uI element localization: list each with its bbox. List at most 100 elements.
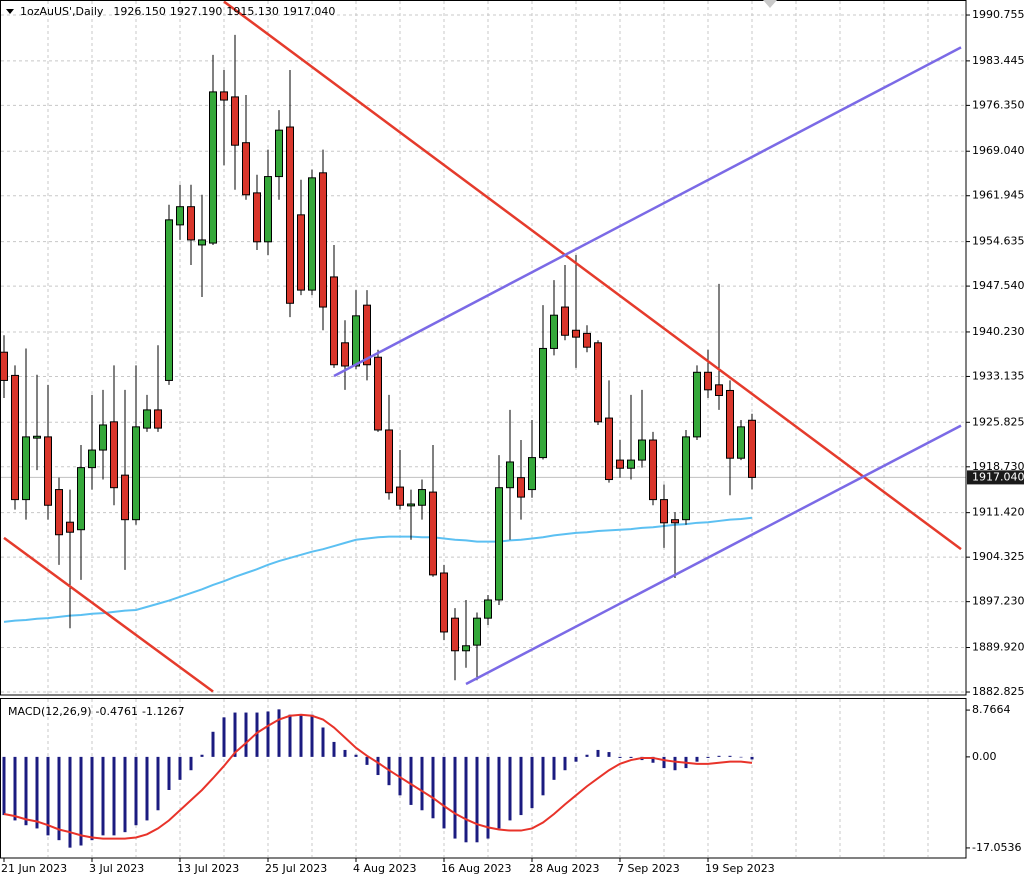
candle-body [198, 239, 206, 246]
candle-body [297, 214, 305, 291]
macd-histogram-bar [68, 756, 72, 848]
candle-body [209, 91, 217, 244]
macd-histogram-bar [255, 712, 259, 757]
macd-histogram-bar [717, 755, 721, 757]
macd-histogram-bar [552, 756, 556, 780]
macd-pane [2, 709, 754, 848]
x-tick-label: 7 Sep 2023 [617, 862, 680, 875]
macd-histogram-bar [354, 754, 358, 757]
candle-body [440, 572, 448, 633]
macd-histogram-bar [79, 756, 83, 846]
macd-histogram-bar [442, 756, 446, 829]
macd-histogram-bar [464, 756, 468, 843]
macd-histogram-bar [2, 756, 6, 816]
y-tick-label: 1897.230 [972, 595, 1024, 608]
macd-histogram-bar [200, 754, 204, 757]
macd-histogram-bar [739, 756, 743, 758]
candle-body [682, 436, 690, 521]
candle-body [341, 342, 349, 367]
candle-body [77, 467, 85, 531]
macd-signal-line [3, 713, 753, 840]
macd-histogram-bar [277, 709, 281, 757]
candle-body [110, 421, 118, 489]
macd-histogram-bar [101, 756, 105, 836]
chart-shift-marker [763, 0, 777, 8]
x-tick-label: 19 Sep 2023 [705, 862, 775, 875]
candle-body [44, 436, 52, 506]
macd-histogram-bar [24, 756, 28, 826]
candle-body [715, 384, 723, 396]
x-tick-label: 16 Aug 2023 [441, 862, 511, 875]
candle-body [605, 417, 613, 481]
price-pane-border [0, 0, 967, 696]
moving-average-line [3, 516, 753, 623]
y-tick-label: -17.0536 [972, 841, 1021, 854]
candle-body [319, 172, 327, 308]
macd-histogram-bar [123, 756, 127, 833]
y-tick-label: 1933.135 [972, 369, 1024, 382]
macd-histogram-bar [618, 756, 622, 758]
macd-histogram-bar [112, 756, 116, 836]
candle-body [561, 306, 569, 336]
price-pane [0, 0, 966, 693]
macd-histogram-bar [134, 756, 138, 826]
macd-histogram-bar [508, 756, 512, 821]
macd-histogram-bar [167, 756, 171, 790]
candle-body [275, 129, 283, 178]
y-tick-label: 1990.755 [972, 8, 1024, 21]
candle-body [264, 176, 272, 243]
candle-body [495, 487, 503, 601]
candle-body [594, 342, 602, 423]
y-tick-label: 8.7664 [972, 703, 1011, 716]
macd-histogram-bar [486, 756, 490, 839]
macd-histogram-bar [662, 756, 666, 769]
trendline [3, 536, 214, 693]
macd-histogram-bar [574, 756, 578, 762]
macd-histogram-bar [233, 712, 237, 757]
y-tick-label: 1904.325 [972, 550, 1024, 563]
candle-body [22, 436, 30, 501]
candle-body [121, 474, 129, 521]
candle-body [638, 439, 646, 461]
macd-histogram-bar [35, 756, 39, 829]
trendline [333, 46, 962, 378]
symbol-title: 1ozAuUS',Daily [20, 5, 104, 18]
candle-body [693, 371, 701, 438]
candle-body [165, 219, 173, 381]
macd-histogram-bar [266, 711, 270, 757]
candle-body [660, 499, 668, 524]
candle-body [33, 435, 41, 439]
y-tick-label: 1911.420 [972, 506, 1024, 519]
y-tick-label: 1983.445 [972, 54, 1024, 67]
y-tick-label: 1889.920 [972, 641, 1024, 654]
candle-body [627, 459, 635, 469]
candle-body [132, 426, 140, 521]
candle-body [88, 449, 96, 469]
candle-body [11, 374, 19, 501]
candle-body [583, 332, 591, 348]
macd-histogram-bar [695, 756, 699, 762]
candle-body [308, 177, 316, 291]
header-open: 1926.150 [113, 5, 166, 18]
y-tick-label: 1961.945 [972, 189, 1024, 202]
x-tick-label: 28 Aug 2023 [529, 862, 599, 875]
macd-histogram-bar [431, 756, 435, 819]
candle-body [407, 503, 415, 507]
macd-histogram-bar [222, 717, 226, 757]
candle-body [55, 489, 63, 536]
candle-body [374, 356, 382, 431]
candle-body [0, 351, 8, 381]
macd-histogram-bar [607, 752, 611, 757]
macd-histogram-bar [651, 756, 655, 763]
y-tick-label: 1940.230 [972, 325, 1024, 338]
candle-body [484, 599, 492, 619]
macd-histogram-bar [211, 731, 215, 757]
macd-histogram-bar [46, 756, 50, 836]
macd-histogram-bar [90, 756, 94, 841]
header-low: 1915.130 [226, 5, 279, 18]
y-tick-label: 1976.350 [972, 98, 1024, 111]
y-tick-label: 1918.730 [972, 460, 1024, 473]
macd-histogram-bar [57, 756, 61, 841]
